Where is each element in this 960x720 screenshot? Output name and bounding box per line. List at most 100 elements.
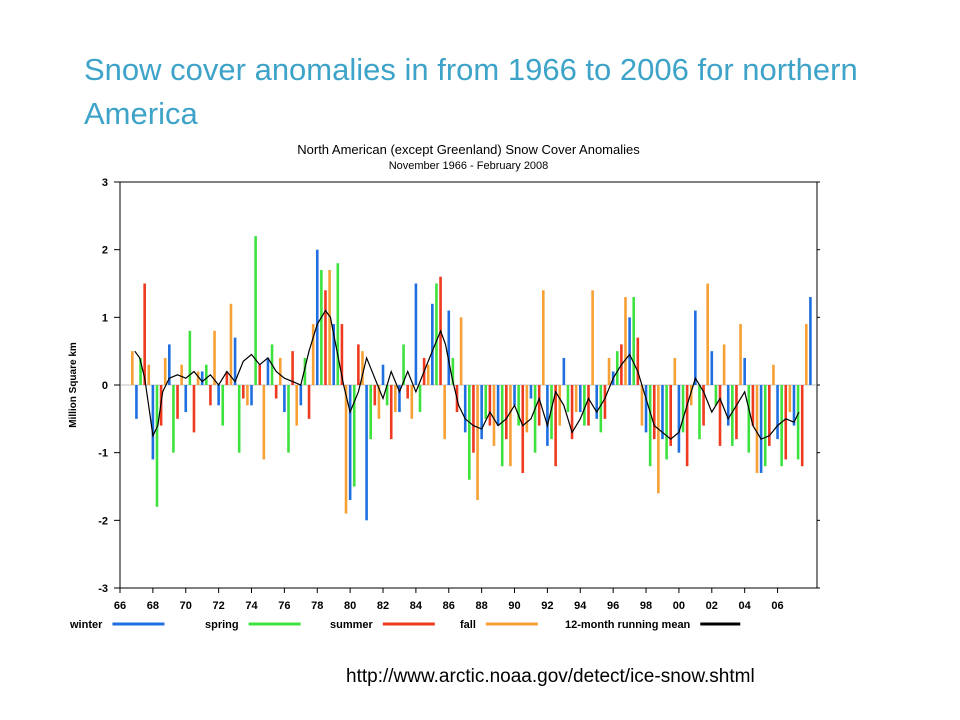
bar-summer (669, 385, 672, 446)
legend-label: fall (460, 619, 476, 631)
bar-spring (681, 385, 685, 433)
x-tick-label: 98 (640, 600, 652, 612)
bar-spring (599, 385, 603, 433)
x-tick-label: 70 (180, 600, 192, 612)
bar-spring (221, 385, 225, 426)
bar-spring (780, 385, 783, 467)
bar-winter (578, 385, 582, 413)
bar-winter (381, 364, 385, 385)
bar-fall (706, 283, 709, 385)
y-tick-label: 2 (102, 245, 108, 257)
bar-spring (418, 385, 422, 413)
bar-winter (710, 351, 714, 385)
bar-fall (229, 303, 233, 385)
bar-winter (496, 385, 500, 426)
bar-summer (241, 385, 245, 399)
bar-summer (521, 385, 525, 473)
bar-fall (410, 385, 414, 419)
bar-summer (554, 385, 557, 467)
bar-winter (677, 385, 681, 453)
bar-summer (768, 385, 771, 446)
bar-fall (739, 324, 742, 385)
bar-spring (172, 385, 175, 453)
bar-summer (373, 385, 377, 406)
bar-spring (583, 385, 586, 426)
y-tick-label: 0 (102, 380, 108, 392)
bar-spring (763, 385, 767, 467)
slide-title: Snow cover anomalies in from 1966 to 200… (84, 52, 858, 131)
bar-spring (796, 385, 800, 460)
bar-spring (731, 385, 734, 446)
bar-summer (225, 371, 229, 385)
bar-summer (735, 385, 738, 440)
legend-label: summer (330, 619, 374, 631)
bar-fall (640, 385, 644, 426)
y-tick-label: -1 (98, 448, 108, 460)
x-tick-label: 72 (213, 600, 225, 612)
bar-summer (258, 364, 262, 385)
x-tick-label: 86 (443, 600, 455, 612)
bar-spring (336, 263, 340, 385)
bar-summer (472, 385, 475, 453)
bar-winter (463, 385, 467, 433)
bar-spring (254, 236, 257, 385)
bar-winter (233, 337, 237, 385)
bar-summer (143, 283, 146, 385)
x-tick-label: 94 (574, 600, 587, 612)
bar-winter (365, 385, 368, 521)
bar-winter (644, 385, 648, 433)
x-tick-label: 06 (771, 600, 783, 612)
legend-label: 12-month running mean (565, 619, 691, 631)
bar-fall (262, 385, 266, 460)
bar-fall (607, 357, 611, 385)
x-tick-label: 92 (541, 600, 553, 612)
bar-winter (151, 385, 155, 460)
bar-winter (250, 385, 253, 406)
x-tick-label: 66 (114, 600, 126, 612)
source-url[interactable]: http://www.arctic.noaa.gov/detect/ice-sn… (346, 666, 755, 687)
bar-summer (357, 344, 360, 385)
bar-summer (537, 385, 541, 426)
y-axis-label: Million Square km (68, 342, 79, 428)
bar-spring (517, 385, 520, 426)
x-tick-label: 68 (147, 600, 159, 612)
bar-summer (505, 385, 508, 440)
bar-winter (628, 317, 631, 385)
bar-winter (809, 297, 812, 385)
bar-summer (406, 385, 409, 399)
bar-spring (468, 385, 471, 480)
bar-summer (784, 385, 788, 460)
bar-spring (451, 357, 455, 385)
bar-spring (205, 364, 208, 385)
bar-spring (500, 385, 504, 467)
bar-winter (694, 310, 697, 385)
x-tick-label: 74 (245, 600, 258, 612)
bar-fall (196, 371, 200, 385)
bar-winter (661, 385, 664, 440)
bar-fall (344, 385, 348, 514)
bar-fall (689, 385, 693, 406)
bar-fall (163, 357, 167, 385)
bar-fall (624, 297, 627, 385)
bar-winter (398, 385, 401, 413)
bar-fall (311, 324, 315, 385)
bar-fall (394, 385, 397, 413)
bar-spring (352, 385, 356, 487)
bar-summer (192, 385, 196, 433)
bar-summer (702, 385, 705, 426)
bar-summer (324, 290, 327, 385)
x-tick-label: 84 (410, 600, 423, 612)
bar-fall (295, 385, 299, 426)
y-tick-label: 3 (102, 177, 108, 189)
bar-spring (237, 385, 241, 453)
bar-fall (492, 385, 496, 446)
bar-spring (566, 385, 570, 413)
bar-fall (558, 385, 562, 426)
bar-fall (509, 385, 512, 467)
bar-fall (443, 385, 446, 440)
bar-spring (369, 385, 372, 440)
bar-winter (299, 385, 303, 406)
legend-label: spring (205, 619, 239, 631)
bar-spring (533, 385, 537, 453)
bar-fall (278, 357, 282, 385)
